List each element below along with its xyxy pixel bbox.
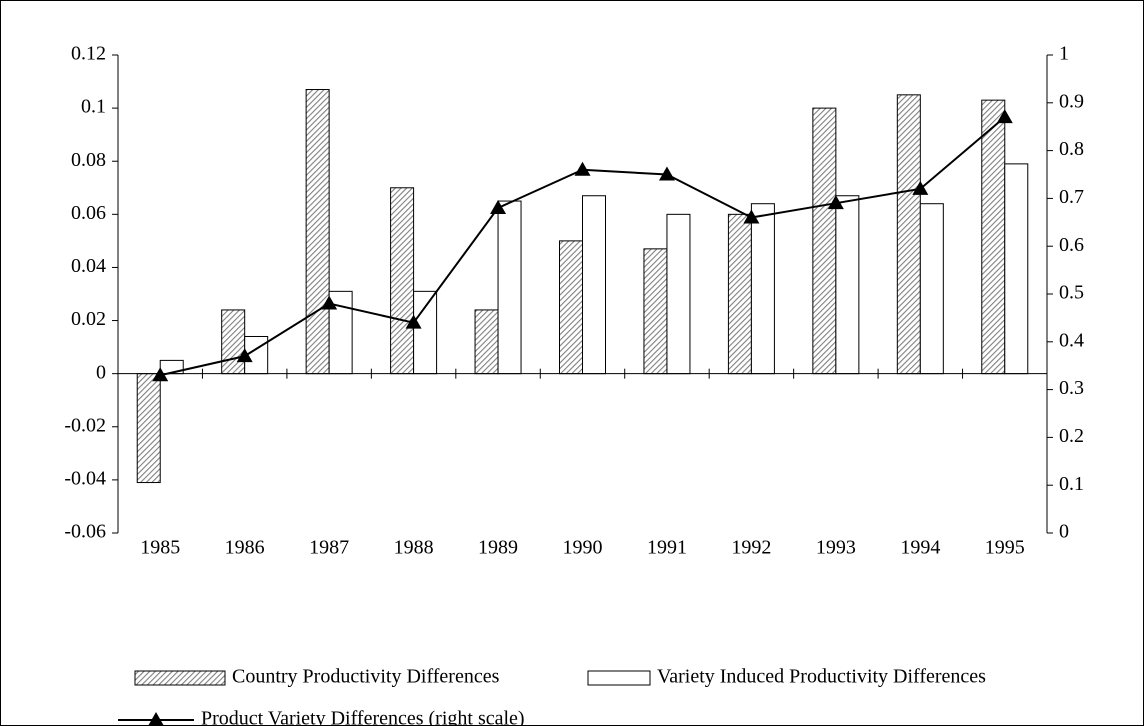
x-tick-label: 1987 [309, 537, 349, 559]
y-tick-label: -0.06 [64, 521, 106, 543]
x-tick-label: 1990 [563, 537, 603, 559]
y2-tick-label: 0.2 [1059, 425, 1084, 447]
bar [413, 290, 438, 375]
marker [827, 195, 844, 210]
bar [643, 248, 668, 375]
bar [582, 195, 606, 375]
legend-key [134, 670, 226, 686]
bar [559, 240, 583, 375]
y-tick-label: -0.04 [64, 467, 106, 489]
y2-tick-label: 0.4 [1059, 329, 1084, 351]
legend-marker [148, 712, 164, 726]
marker [152, 367, 169, 382]
y-tick-label: 0.08 [71, 149, 106, 171]
y2-tick-label: 0.9 [1059, 90, 1084, 112]
bar [919, 203, 944, 375]
y2-tick-label: 0.7 [1059, 186, 1084, 208]
bar [727, 213, 752, 375]
y2-tick-label: 0 [1059, 521, 1069, 543]
legend-label: Product Variety Differences (right scale… [201, 708, 525, 726]
y2-tick-label: 0.1 [1059, 473, 1084, 495]
marker [405, 314, 422, 329]
y-tick-label: 0.02 [71, 308, 106, 330]
y2-tick-label: 0.5 [1059, 282, 1084, 304]
marker [996, 109, 1013, 124]
bar [981, 99, 1006, 375]
legend-key [587, 670, 651, 686]
y-tick-label: 0 [96, 361, 106, 383]
x-tick-label: 1986 [225, 537, 265, 559]
x-tick-label: 1992 [731, 537, 771, 559]
x-tick-label: 1989 [478, 537, 518, 559]
x-tick-label: 1995 [985, 537, 1025, 559]
y-tick-label: 0.04 [71, 255, 106, 277]
y-tick-label: 0.12 [71, 43, 106, 65]
legend-item: Country Productivity Differences [134, 666, 500, 688]
y-tick-label: -0.02 [64, 414, 106, 436]
bar [1004, 163, 1029, 375]
bar [221, 309, 246, 375]
marker [743, 209, 760, 224]
y-tick-label: 0.06 [71, 202, 106, 224]
marker [236, 348, 253, 363]
y-tick-label: 0.1 [81, 96, 106, 118]
bar [136, 373, 161, 484]
y2-tick-label: 0.3 [1059, 377, 1084, 399]
y2-tick-label: 0.6 [1059, 234, 1084, 256]
marker [490, 199, 507, 214]
marker [912, 180, 929, 195]
legend-label: Country Productivity Differences [232, 666, 500, 688]
x-tick-label: 1993 [816, 537, 856, 559]
marker [574, 161, 591, 176]
y2-tick-label: 0.8 [1059, 138, 1084, 160]
bar [812, 107, 837, 375]
bar [305, 89, 330, 375]
bar [835, 195, 860, 375]
legend-item: Variety Induced Productivity Differences [587, 666, 986, 688]
x-tick-label: 1991 [647, 537, 687, 559]
marker [658, 166, 675, 181]
bar [390, 187, 415, 375]
marker [321, 295, 338, 310]
legend-label: Variety Induced Productivity Differences [657, 666, 986, 688]
bar [896, 94, 921, 375]
x-tick-label: 1994 [900, 537, 940, 559]
x-tick-label: 1985 [140, 537, 180, 559]
bar [474, 309, 499, 375]
y2-tick-label: 1 [1059, 43, 1069, 65]
x-tick-label: 1988 [394, 537, 434, 559]
bar [666, 213, 691, 375]
bar [750, 203, 775, 375]
bar [497, 200, 522, 375]
legend-item: Product Variety Differences (right scale… [118, 708, 525, 726]
